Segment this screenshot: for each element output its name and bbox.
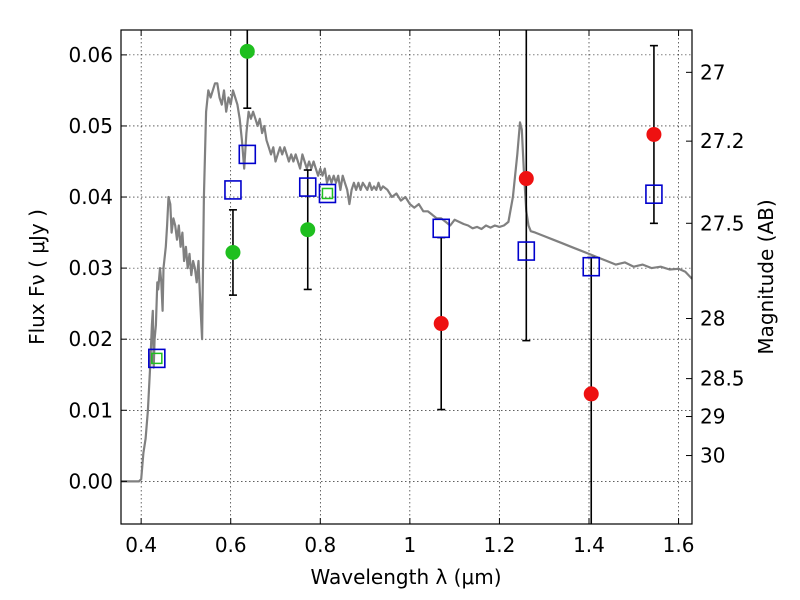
detection-point [583, 386, 599, 402]
y-tick-label: 0.02 [68, 327, 113, 351]
model-box [224, 180, 242, 200]
detection-point [300, 222, 316, 238]
photometry-markers [151, 43, 662, 402]
model-box [148, 348, 166, 369]
model-box [238, 144, 257, 165]
y-tick-label: 0.06 [68, 43, 113, 67]
x-tick-label: 0.6 [215, 533, 247, 557]
x-tick-label: 1.6 [663, 533, 695, 557]
model-box [582, 256, 601, 277]
model-box [517, 241, 536, 261]
right-tick-label: 28.5 [700, 367, 745, 391]
filter-marker [151, 352, 163, 365]
model-box [318, 183, 337, 204]
x-tick-label: 1 [403, 533, 416, 557]
axis-ticks: 0.4 0.6 0.8 1 1.2 1.4 1.6 0.00 0.01 0.02 0.03 0.04 0… [68, 30, 745, 557]
detection-point [433, 316, 449, 332]
model-box [432, 218, 451, 239]
x-tick-label: 0.4 [125, 533, 157, 557]
x-tick-label: 1.2 [484, 533, 516, 557]
y-axis-label-left: Flux Fν ( μJy ) [25, 209, 49, 345]
x-tick-label: 1.4 [573, 533, 605, 557]
detection-point [646, 126, 662, 142]
right-tick-label: 28 [700, 307, 725, 331]
x-axis-label: Wavelength λ (μm) [310, 565, 501, 589]
right-tick-label: 27 [700, 60, 725, 84]
filter-marker [321, 187, 334, 200]
detection-point [518, 171, 534, 187]
right-tick-label: 27.2 [700, 129, 745, 153]
x-tick-label: 0.8 [304, 533, 336, 557]
model-photometry-boxes [148, 144, 663, 369]
y-tick-label: 0.05 [68, 114, 113, 138]
plot-frame [120, 29, 693, 525]
detection-point [225, 244, 241, 260]
spectrum-line [121, 82, 692, 483]
y-tick-label: 0.00 [68, 469, 113, 493]
y-tick-label: 0.04 [68, 185, 113, 209]
y-tick-label: 0.01 [68, 398, 113, 422]
right-tick-label: 29 [700, 405, 725, 429]
model-box [645, 184, 663, 204]
y-tick-label: 0.03 [68, 256, 113, 280]
y-axis-label-right: Magnitude (AB) [754, 199, 778, 354]
model-spectrum [121, 82, 692, 483]
detection-point [239, 43, 255, 59]
model-box [298, 177, 317, 197]
right-tick-label: 27.5 [700, 211, 745, 235]
x-axis-label-group: Wavelength λ (μm) [310, 565, 501, 589]
right-tick-label: 30 [700, 444, 725, 468]
